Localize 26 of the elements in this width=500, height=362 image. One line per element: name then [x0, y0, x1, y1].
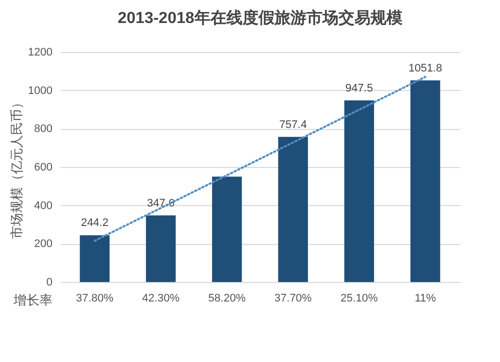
data-label: 1051.8	[408, 62, 442, 74]
x-tick-label: 37.70%	[274, 292, 312, 304]
y-tick-label: 400	[34, 200, 52, 212]
bar	[80, 235, 110, 282]
y-axis-title: 市场规模（亿元人民币）	[9, 96, 24, 239]
data-label: 757.4	[279, 118, 307, 131]
bar	[212, 176, 242, 282]
y-tick-label: 1000	[28, 84, 52, 97]
y-tick-label: 200	[34, 238, 52, 250]
bar	[146, 215, 176, 282]
x-tick-label: 42.30%	[142, 292, 180, 304]
bar	[344, 100, 374, 282]
data-label: 947.5	[345, 82, 373, 94]
y-tick-label: 1200	[28, 46, 52, 58]
chart-title: 2013-2018年在线度假旅游市场交易规模	[118, 8, 402, 27]
bar	[410, 80, 440, 282]
x-tick-label: 25.10%	[340, 292, 378, 304]
x-axis-title: 增长率	[12, 292, 52, 308]
y-tick-label: 600	[34, 162, 52, 174]
x-tick-label: 11%	[414, 292, 436, 304]
y-tick-label: 0	[46, 276, 52, 288]
y-tick-label: 800	[34, 123, 52, 136]
x-tick-label: 37.80%	[76, 292, 114, 304]
x-tick-label: 58.20%	[208, 292, 246, 304]
data-label: 244.2	[80, 217, 108, 230]
bar	[278, 136, 308, 282]
